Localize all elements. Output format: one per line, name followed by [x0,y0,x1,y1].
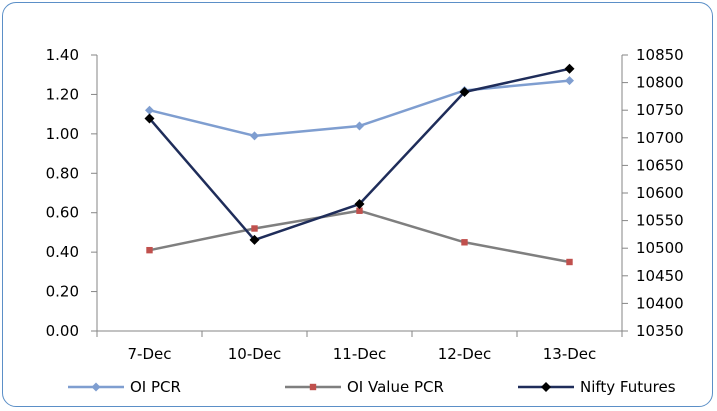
x-tick-label: 7-Dec [128,345,172,363]
y-left-tick-label: 1.00 [46,125,79,143]
y-left-tick-label: 0.00 [46,322,79,340]
data-point [145,105,154,115]
x-tick-label: 10-Dec [228,345,282,363]
x-tick-label: 11-Dec [333,345,387,363]
data-point [251,225,258,232]
legend-marker [309,383,317,391]
series-line [148,67,570,242]
data-point [356,207,363,214]
y-right-tick-label: 10350 [636,322,684,340]
legend-label: OI PCR [130,378,181,396]
legend-marker [541,382,551,392]
data-point [250,131,259,141]
y-left-tick-label: 1.40 [46,46,79,64]
y-left-tick-label: 0.80 [46,164,79,182]
y-right-tick-label: 10700 [636,129,684,147]
y-right-tick-label: 10400 [636,294,684,312]
y-right-tick-label: 10750 [636,101,684,119]
data-point [249,234,260,245]
y-left-tick-label: 0.40 [46,243,79,261]
data-point [566,258,573,266]
y-right-tick-label: 10550 [636,212,684,230]
x-tick-label: 13-Dec [543,345,597,363]
y-right-tick-label: 10850 [636,46,684,64]
data-point [144,113,155,124]
data-point [459,86,470,97]
y-right-tick-label: 10450 [636,267,684,285]
y-left-tick-label: 0.60 [46,204,79,222]
y-right-tick-label: 10650 [636,156,684,174]
data-point [461,239,468,246]
y-left-tick-label: 0.20 [46,283,79,301]
legend-label: Nifty Futures [580,378,676,396]
data-point [355,121,364,131]
y-right-tick-label: 10800 [636,74,684,92]
x-tick-label: 12-Dec [438,345,492,363]
data-point [564,63,575,74]
series-line [149,209,570,264]
data-point [565,76,574,86]
y-right-tick-label: 10500 [636,239,684,257]
y-left-tick-label: 1.20 [46,85,79,103]
legend-label: OI Value PCR [347,378,444,396]
legend-marker [91,382,101,392]
data-point [146,246,153,254]
data-point [354,199,365,210]
y-right-tick-label: 10600 [636,184,684,202]
